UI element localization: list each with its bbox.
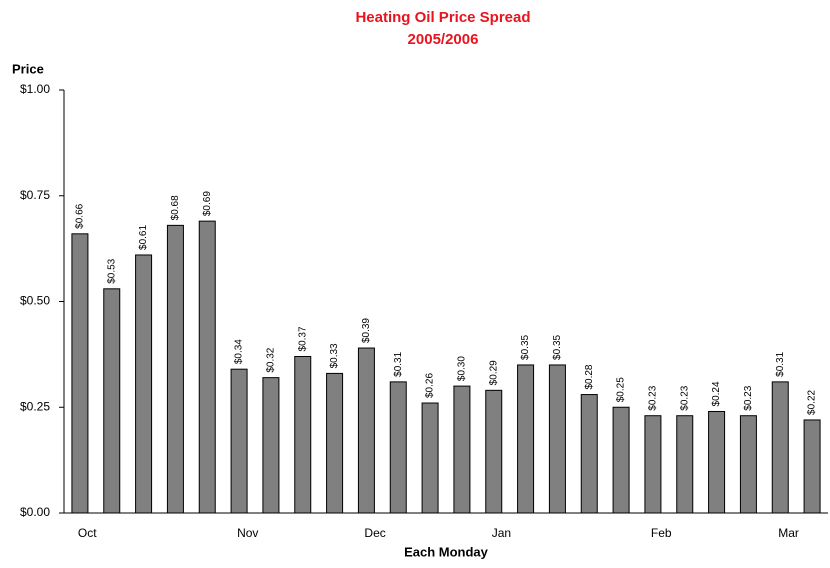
value-label: $0.30: [457, 356, 468, 381]
bar: [580, 394, 598, 514]
value-label: $0.31: [393, 351, 404, 376]
value-label: $0.66: [75, 203, 86, 228]
bar: [708, 410, 726, 514]
chart-title: Heating Oil Price Spread: [355, 9, 530, 26]
value-label: $0.23: [648, 385, 659, 410]
x-tick-label: Nov: [237, 526, 258, 540]
bar: [294, 355, 312, 514]
value-label: $0.61: [138, 225, 149, 250]
value-label: $0.53: [106, 258, 117, 283]
value-label: $0.29: [488, 360, 499, 385]
value-label: $0.24: [711, 381, 722, 406]
y-axis-title: Price: [12, 61, 44, 76]
bar: [421, 402, 439, 514]
value-label: $0.28: [584, 364, 595, 389]
bar: [548, 364, 566, 514]
value-label: $0.68: [170, 195, 181, 220]
value-label: $0.22: [807, 389, 818, 414]
bar: [803, 419, 821, 514]
bar: [103, 288, 121, 514]
value-label: $0.37: [297, 326, 308, 351]
value-label: $0.25: [616, 377, 627, 402]
y-tick-label: $0.25: [20, 399, 50, 413]
y-tick-label: $0.75: [20, 188, 50, 202]
bar: [262, 377, 280, 514]
y-tick-label: $1.00: [20, 82, 50, 96]
bar: [739, 415, 757, 514]
value-label: $0.69: [202, 191, 213, 216]
value-label: $0.35: [552, 334, 563, 359]
x-tick-label: Dec: [364, 526, 385, 540]
value-label: $0.35: [520, 334, 531, 359]
bar: [166, 224, 184, 514]
y-tick-label: $0.50: [20, 294, 50, 308]
bar: [676, 415, 694, 514]
bar: [517, 364, 535, 514]
value-label: $0.23: [743, 385, 754, 410]
x-tick-label: Mar: [778, 526, 799, 540]
bar: [357, 347, 375, 514]
value-label: $0.39: [361, 318, 372, 343]
value-label: $0.23: [679, 385, 690, 410]
chart-subtitle: 2005/2006: [408, 31, 479, 48]
bar: [230, 368, 248, 514]
bar: [198, 220, 216, 514]
bar: [771, 381, 789, 514]
value-label: $0.34: [234, 339, 245, 364]
x-tick-label: Feb: [651, 526, 672, 540]
bar: [135, 254, 153, 514]
bar: [71, 233, 89, 514]
bar: [612, 406, 630, 514]
bar: [644, 415, 662, 514]
bar: [389, 381, 407, 514]
value-label: $0.31: [775, 351, 786, 376]
bar: [453, 385, 471, 514]
value-label: $0.26: [425, 373, 436, 398]
y-tick-label: $0.00: [20, 505, 50, 519]
value-label: $0.33: [329, 343, 340, 368]
x-axis-title: Each Monday: [404, 544, 489, 559]
bar: [485, 389, 503, 514]
value-label: $0.32: [266, 347, 277, 372]
x-tick-label: Oct: [78, 526, 97, 540]
x-tick-label: Jan: [492, 526, 511, 540]
bar: [326, 372, 344, 514]
